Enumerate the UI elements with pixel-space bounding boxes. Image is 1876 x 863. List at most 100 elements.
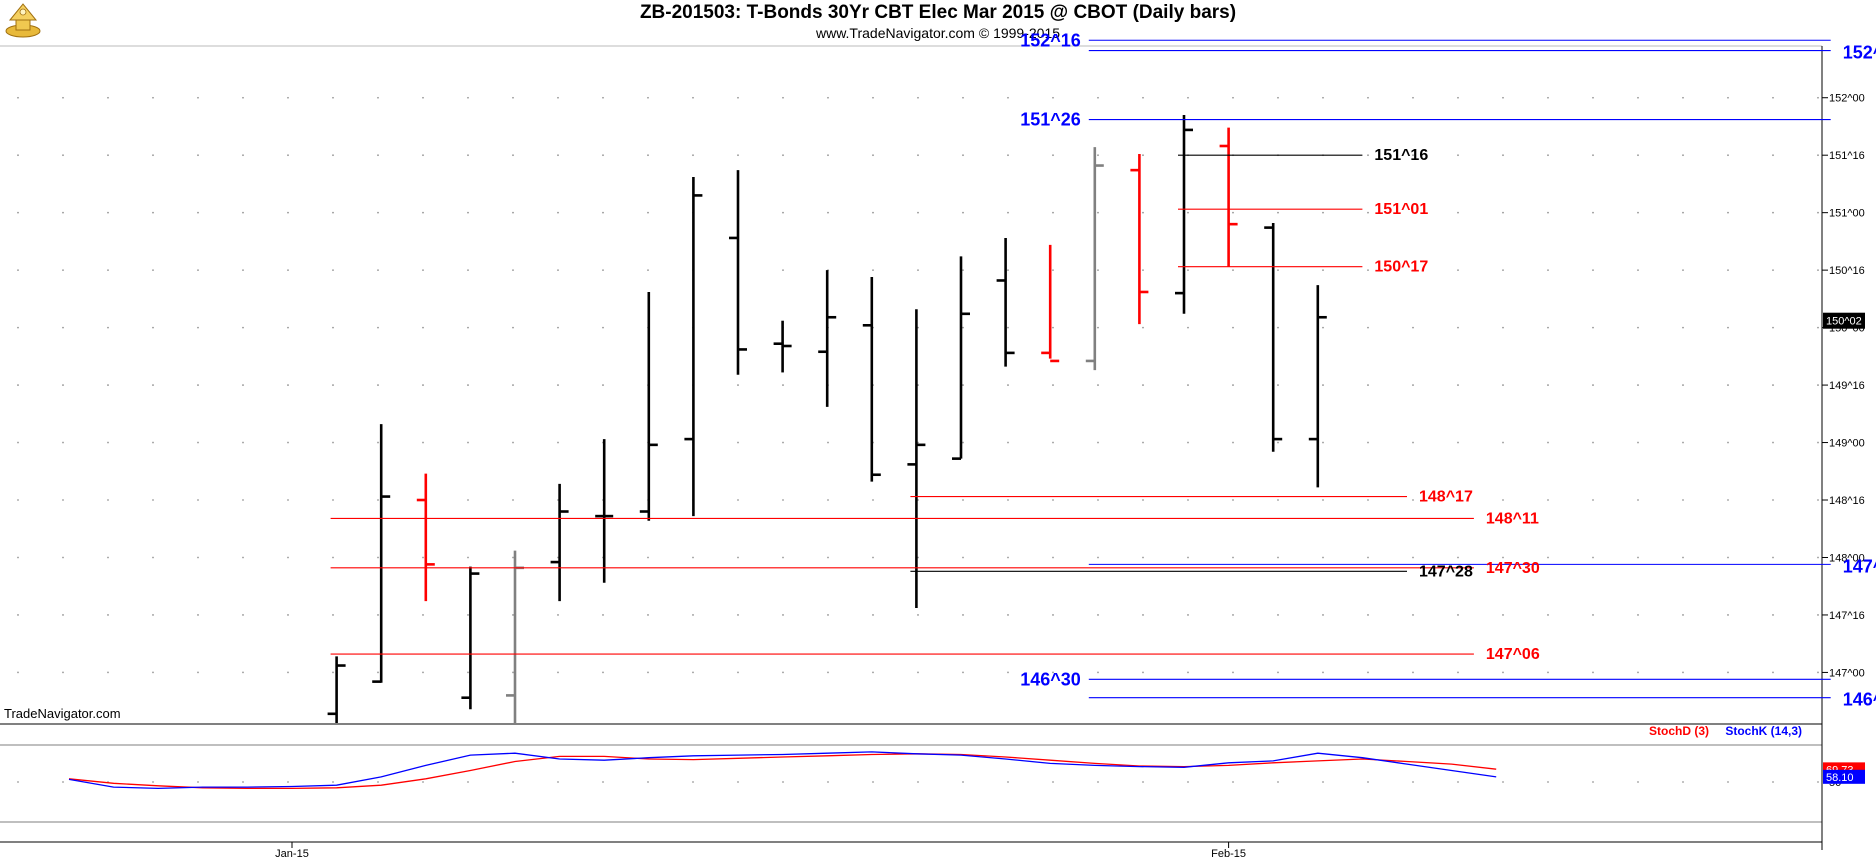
ohlc-bar-12 bbox=[818, 270, 837, 407]
grid-dot bbox=[1232, 96, 1234, 99]
grid-dot bbox=[1187, 269, 1189, 272]
grid-dot bbox=[1187, 671, 1189, 674]
grid-dot bbox=[197, 154, 199, 157]
grid-dot bbox=[17, 671, 19, 674]
grid-dot bbox=[1817, 211, 1819, 214]
grid-dot bbox=[1097, 96, 1099, 99]
grid-dot bbox=[1637, 499, 1639, 501]
grid-dot bbox=[107, 154, 109, 157]
grid-dot bbox=[1817, 441, 1819, 444]
trade-navigator-logo-icon bbox=[2, 0, 44, 40]
grid-dot bbox=[1772, 556, 1774, 559]
grid-dot bbox=[1277, 499, 1279, 501]
grid-dot bbox=[1007, 211, 1009, 214]
grid-dot bbox=[827, 556, 829, 559]
grid-dot bbox=[1142, 384, 1144, 386]
grid-dot bbox=[1817, 614, 1819, 616]
grid-dot bbox=[152, 781, 154, 783]
grid-dot bbox=[152, 614, 154, 616]
grid-dot bbox=[1727, 499, 1729, 501]
grid-dot bbox=[1817, 326, 1819, 329]
grid-dot bbox=[602, 154, 604, 157]
ohlc-bar-13 bbox=[862, 277, 881, 482]
grid-dot bbox=[1772, 96, 1774, 99]
grid-dot bbox=[1412, 614, 1414, 616]
grid-dot bbox=[1322, 96, 1324, 99]
grid-dot bbox=[17, 269, 19, 272]
grid-dot bbox=[557, 614, 559, 616]
legend-stochD: StochD (3) bbox=[1649, 724, 1709, 738]
grid-dot bbox=[1142, 96, 1144, 99]
grid-dot bbox=[1277, 671, 1279, 674]
grid-dot bbox=[152, 441, 154, 444]
grid-dot bbox=[467, 614, 469, 616]
grid-dot bbox=[1052, 211, 1054, 214]
grid-dot bbox=[1142, 269, 1144, 272]
grid-dot bbox=[467, 269, 469, 272]
grid-dot bbox=[647, 211, 649, 214]
grid-dot bbox=[242, 211, 244, 214]
grid-dot bbox=[1277, 781, 1279, 783]
grid-dot bbox=[1187, 211, 1189, 214]
grid-dot bbox=[872, 781, 874, 783]
grid-dot bbox=[782, 154, 784, 157]
grid-dot bbox=[1637, 441, 1639, 444]
grid-dot bbox=[107, 96, 109, 99]
grid-dot bbox=[17, 499, 19, 501]
grid-dot bbox=[1187, 326, 1189, 329]
grid-dot bbox=[1142, 614, 1144, 616]
grid-dot bbox=[962, 441, 964, 444]
ohlc-bar-10 bbox=[729, 170, 747, 375]
grid-dot bbox=[1817, 96, 1819, 99]
grid-dot bbox=[152, 499, 154, 501]
grid-dot bbox=[512, 384, 514, 386]
grid-dot bbox=[332, 614, 334, 616]
grid-dot bbox=[737, 781, 739, 783]
grid-dot bbox=[647, 614, 649, 616]
grid-dot bbox=[287, 556, 289, 559]
grid-dot bbox=[1547, 671, 1549, 674]
grid-dot bbox=[1232, 269, 1234, 272]
grid-dot bbox=[467, 671, 469, 674]
grid-dot bbox=[467, 326, 469, 329]
grid-dot bbox=[737, 384, 739, 386]
grid-dot bbox=[602, 96, 604, 99]
grid-dot bbox=[692, 96, 694, 99]
y-tick-label-3: 148^16 bbox=[1829, 495, 1865, 507]
grid-dot bbox=[1682, 441, 1684, 444]
grid-dot bbox=[737, 671, 739, 674]
grid-dot bbox=[62, 211, 64, 214]
grid-dot bbox=[1007, 96, 1009, 99]
grid-dot bbox=[1232, 556, 1234, 559]
grid-dot bbox=[1052, 269, 1054, 272]
grid-dot bbox=[1142, 211, 1144, 214]
grid-dot bbox=[782, 269, 784, 272]
y-tick-label-1: 147^16 bbox=[1829, 610, 1865, 622]
grid-dot bbox=[1412, 556, 1414, 559]
grid-dot bbox=[512, 614, 514, 616]
grid-dot bbox=[602, 671, 604, 674]
grid-dot bbox=[1412, 499, 1414, 501]
grid-dot bbox=[152, 384, 154, 386]
grid-dot bbox=[62, 556, 64, 559]
grid-dot bbox=[1727, 326, 1729, 329]
grid-dot bbox=[1097, 384, 1099, 386]
grid-dot bbox=[287, 96, 289, 99]
grid-dot bbox=[17, 556, 19, 559]
grid-dot bbox=[872, 671, 874, 674]
grid-dot bbox=[332, 441, 334, 444]
grid-dot bbox=[872, 269, 874, 272]
grid bbox=[17, 96, 1819, 783]
grid-dot bbox=[1007, 269, 1009, 272]
grid-dot bbox=[737, 154, 739, 157]
grid-dot bbox=[1592, 499, 1594, 501]
grid-dot bbox=[872, 556, 874, 559]
grid-dot bbox=[602, 384, 604, 386]
grid-dot bbox=[17, 781, 19, 783]
grid-dot bbox=[1547, 499, 1549, 501]
grid-dot bbox=[1592, 441, 1594, 444]
grid-dot bbox=[1232, 441, 1234, 444]
grid-dot bbox=[1007, 384, 1009, 386]
grid-dot bbox=[242, 499, 244, 501]
grid-dot bbox=[872, 154, 874, 157]
